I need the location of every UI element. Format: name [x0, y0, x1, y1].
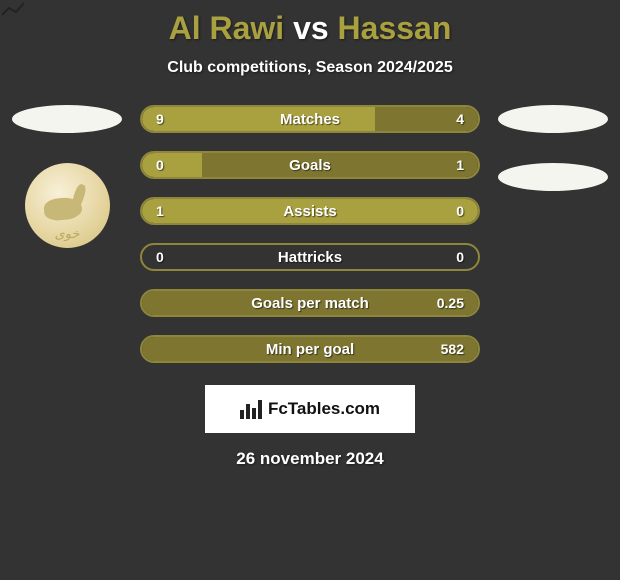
player-left-club-badge: خوی [25, 163, 110, 248]
stat-value-right: 582 [441, 341, 464, 357]
stat-row: Goals per match 0.25 [140, 289, 480, 317]
player-left-placeholder-icon [12, 105, 122, 133]
player-left-name: Al Rawi [169, 10, 285, 46]
stat-value-left: 9 [156, 111, 164, 127]
stats-bars: 9 Matches 4 0 Goals 1 1 Assists 0 0 Hattricks 0 Goal… [140, 105, 480, 363]
stat-row: 9 Matches 4 [140, 105, 480, 133]
player-right-name: Hassan [338, 10, 452, 46]
brand-text: FcTables.com [268, 399, 380, 419]
stat-label: Goals per match [251, 295, 369, 312]
stat-label: Hattricks [278, 249, 342, 266]
stat-value-right: 0 [456, 249, 464, 265]
page-title: Al Rawi vs Hassan [0, 10, 620, 47]
right-player-column [498, 105, 608, 363]
stat-value-left: 1 [156, 203, 164, 219]
stat-fill-left [142, 153, 202, 177]
vs-label: vs [293, 10, 329, 46]
stat-value-right: 0 [456, 203, 464, 219]
stat-value-left: 0 [156, 157, 164, 173]
stat-row: 1 Assists 0 [140, 197, 480, 225]
subtitle: Club competitions, Season 2024/2025 [0, 59, 620, 77]
stat-label: Assists [283, 203, 336, 220]
comparison-layout: خوی 9Matches40Goals11Assists00Hattricks0… [0, 105, 620, 363]
stat-label: Matches [280, 111, 340, 128]
stat-value-right: 0.25 [437, 295, 464, 311]
left-player-column: خوی [12, 105, 122, 363]
brand-badge[interactable]: FcTables.com [205, 385, 415, 433]
club-badge-script: خوی [25, 226, 110, 242]
stat-fill-right [202, 153, 478, 177]
player-right-placeholder-icon [498, 105, 608, 133]
player-right-club-placeholder-icon [498, 163, 608, 191]
brand-chart-icon [240, 399, 262, 419]
comparison-card: Al Rawi vs Hassan Club competitions, Sea… [0, 0, 620, 469]
stat-row: 0 Hattricks 0 [140, 243, 480, 271]
stat-label: Goals [289, 157, 331, 174]
stat-label: Min per goal [266, 341, 354, 358]
stat-value-left: 0 [156, 249, 164, 265]
snapshot-date: 26 november 2024 [0, 449, 620, 469]
club-badge-shape-icon [40, 182, 95, 230]
stat-value-right: 1 [456, 157, 464, 173]
stat-row: Min per goal 582 [140, 335, 480, 363]
stat-row: 0 Goals 1 [140, 151, 480, 179]
stat-value-right: 4 [456, 111, 464, 127]
